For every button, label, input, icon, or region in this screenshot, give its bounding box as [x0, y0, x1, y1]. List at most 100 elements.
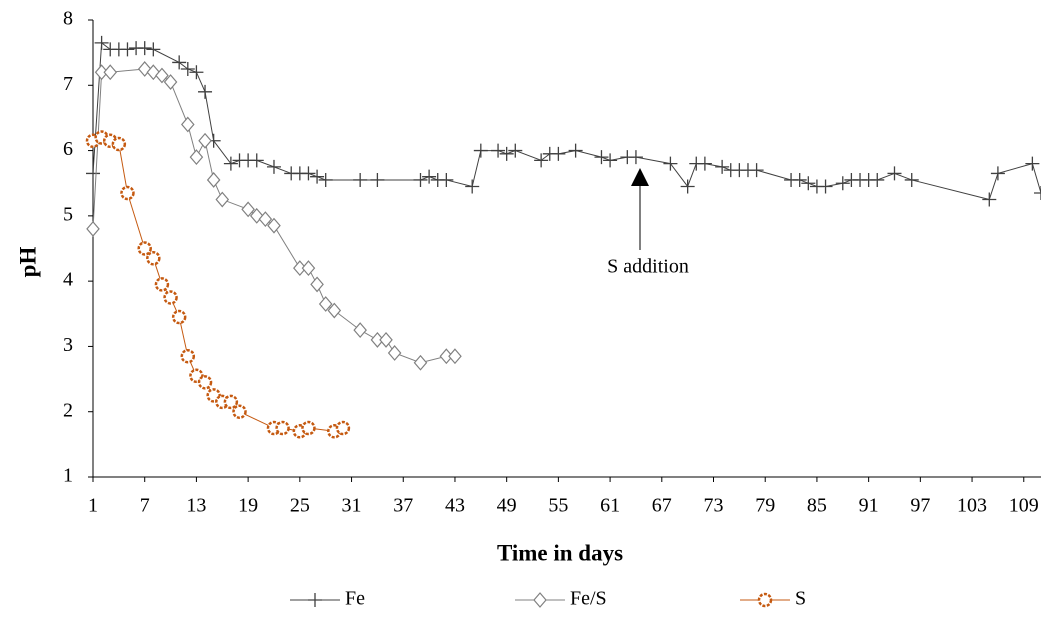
point	[146, 251, 161, 266]
point	[413, 354, 428, 371]
x-tick-label: 91	[859, 495, 879, 517]
point	[258, 211, 273, 228]
y-tick-label: 5	[63, 203, 73, 225]
point	[310, 169, 325, 184]
point	[465, 179, 480, 194]
legend-label: S	[795, 588, 806, 610]
point	[1034, 186, 1041, 201]
point	[551, 146, 566, 161]
y-tick-label: 3	[63, 334, 73, 356]
point	[715, 159, 730, 174]
point	[1025, 156, 1040, 171]
point	[154, 277, 170, 292]
point	[223, 394, 239, 410]
x-tick-label: 103	[957, 495, 987, 517]
point	[568, 143, 583, 158]
legend-marker	[308, 593, 322, 607]
point	[697, 156, 712, 171]
point	[413, 172, 428, 187]
point	[680, 179, 695, 194]
point	[180, 348, 196, 364]
y-tick-label: 7	[63, 73, 73, 95]
x-tick-label: 67	[652, 495, 672, 517]
point	[120, 185, 135, 201]
point	[86, 166, 100, 181]
point	[870, 172, 885, 187]
x-tick-label: 25	[290, 495, 310, 517]
point	[120, 42, 135, 57]
point	[137, 41, 152, 56]
x-tick-label: 31	[342, 495, 362, 517]
x-tick-label: 7	[140, 495, 150, 517]
point	[111, 136, 127, 152]
point	[86, 220, 100, 237]
point	[215, 191, 230, 208]
point	[818, 179, 833, 194]
point	[171, 309, 187, 325]
annotation-arrowhead	[631, 168, 649, 186]
point	[198, 84, 213, 99]
point	[353, 322, 367, 339]
x-tick-label: 19	[238, 495, 258, 517]
point	[370, 172, 385, 187]
x-tick-label: 13	[186, 495, 206, 517]
point	[887, 166, 902, 181]
point	[499, 146, 514, 161]
point	[335, 420, 351, 436]
legend-label: Fe	[345, 588, 365, 610]
point	[163, 290, 178, 305]
x-tick-label: 109	[1009, 495, 1039, 517]
x-tick-label: 37	[393, 495, 413, 517]
y-axis-title: pH	[15, 247, 40, 278]
point	[181, 116, 195, 133]
x-tick-label: 55	[548, 495, 568, 517]
point	[508, 143, 523, 158]
x-tick-label: 85	[807, 495, 827, 517]
point	[491, 143, 506, 158]
point	[206, 172, 221, 188]
x-tick-label: 97	[910, 495, 930, 517]
point	[275, 420, 290, 436]
legend-marker	[757, 592, 773, 608]
point	[223, 156, 238, 171]
point	[534, 153, 549, 168]
point	[448, 348, 462, 365]
point	[594, 150, 609, 165]
x-tick-label: 43	[445, 495, 465, 517]
point	[801, 176, 816, 191]
point	[180, 61, 195, 76]
point	[792, 172, 807, 187]
point	[603, 153, 618, 168]
point	[163, 74, 178, 90]
x-axis-title: Time in days	[497, 540, 623, 565]
point	[241, 201, 255, 218]
x-tick-label: 73	[704, 495, 724, 517]
point	[172, 55, 187, 70]
y-tick-label: 6	[63, 138, 73, 160]
point	[310, 276, 324, 293]
legend-label: Fe/S	[570, 588, 607, 610]
point	[249, 153, 264, 168]
series-line	[92, 68, 455, 364]
y-tick-label: 8	[63, 8, 73, 30]
point	[301, 166, 316, 181]
point	[353, 172, 368, 187]
point	[266, 159, 281, 174]
point	[137, 241, 152, 256]
point	[197, 375, 213, 390]
x-tick-label: 1	[88, 495, 98, 517]
point	[189, 65, 204, 80]
point	[301, 260, 316, 277]
point	[318, 172, 333, 187]
point	[198, 132, 212, 149]
point	[267, 217, 281, 234]
point	[904, 172, 919, 187]
point	[232, 404, 247, 419]
x-tick-label: 79	[755, 495, 775, 517]
point	[301, 420, 316, 436]
point	[835, 176, 850, 191]
y-tick-label: 1	[63, 465, 73, 487]
point	[473, 143, 488, 158]
point	[94, 35, 109, 50]
